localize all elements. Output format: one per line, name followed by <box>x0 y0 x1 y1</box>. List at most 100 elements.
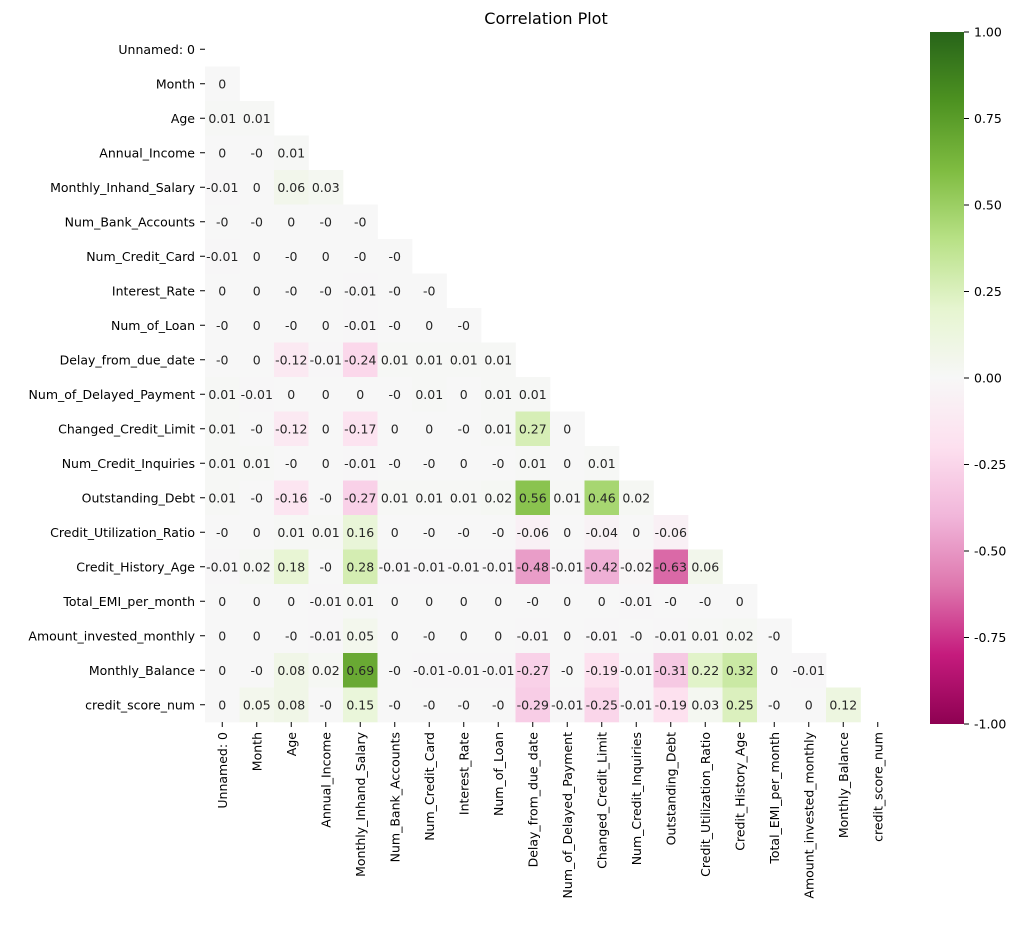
heatmap-cell <box>515 584 551 619</box>
heatmap-cell-label: 0 <box>322 318 330 333</box>
heatmap-cell <box>308 653 344 688</box>
heatmap-cell-label: -0 <box>630 628 643 643</box>
heatmap-cell-label: 0 <box>218 145 226 160</box>
heatmap-cell <box>550 653 585 688</box>
heatmap-cell <box>274 687 309 723</box>
heatmap-cell-label: -0 <box>285 283 298 298</box>
heatmap-cell <box>481 411 516 447</box>
heatmap-cell-label: 0 <box>322 387 330 402</box>
heatmap-cell <box>274 377 309 412</box>
x-axis-tick-label: Age <box>284 732 299 756</box>
heatmap-cell <box>274 273 309 309</box>
heatmap-cell <box>688 653 723 688</box>
heatmap-cell-label: -0.48 <box>517 559 549 574</box>
heatmap-cell-label: -0.01 <box>241 387 273 402</box>
heatmap-cell-label: 0 <box>287 387 295 402</box>
x-axis-tick-label: Monthly_Inhand_Salary <box>353 731 368 876</box>
heatmap-cell-label: -0 <box>216 318 229 333</box>
heatmap-cell <box>343 342 378 378</box>
colorbar-gradient <box>930 32 964 724</box>
heatmap-cell <box>653 515 689 550</box>
x-axis-tick-label: Monthly_Balance <box>836 732 851 838</box>
heatmap-cell <box>619 584 654 619</box>
heatmap-cell-label: -0 <box>458 318 471 333</box>
heatmap-cells: 00.01 0.010 -0 0.01-0.01 0 0.06 0.03-0 -0 0 -0 -0-… <box>205 66 861 723</box>
heatmap-cell <box>239 515 275 550</box>
heatmap-cell <box>205 66 240 102</box>
heatmap-cell <box>274 584 309 619</box>
heatmap-cell-label: -0.01 <box>448 663 480 678</box>
heatmap-cell-label: -0.42 <box>586 559 618 574</box>
heatmap-cell-label: -0 <box>389 249 402 264</box>
colorbar-tick-label: -1.00 <box>974 717 1006 732</box>
y-axis-tick-labels: Unnamed: 0 Month Age Annual_Income Monthly_I… <box>28 42 205 712</box>
heatmap-cell <box>481 342 516 378</box>
heatmap-cell <box>584 549 620 585</box>
y-axis-tick-label: Credit_Utilization_Ratio <box>50 525 195 540</box>
heatmap-cell <box>205 515 240 550</box>
heatmap-cell-label: 0.01 <box>208 111 236 126</box>
heatmap-cell-label: 0.01 <box>312 525 340 540</box>
heatmap-cell <box>412 342 447 378</box>
heatmap-cell <box>515 446 551 481</box>
heatmap-cell-label: 0 <box>391 525 399 540</box>
heatmap-cell <box>515 687 551 723</box>
chart-title: Correlation Plot <box>484 9 607 28</box>
heatmap-cell-label: -0 <box>527 594 540 609</box>
heatmap-cell <box>239 204 275 240</box>
colorbar-tick-label: 1.00 <box>974 25 1002 40</box>
colorbar: 1.00 0.75 0.50 0.25 0.00 -0.25 -0.50 -0.75 -1.00 <box>930 25 1006 732</box>
heatmap-cell <box>722 618 758 654</box>
heatmap-cell-label: -0.01 <box>413 663 445 678</box>
heatmap-cell <box>550 687 585 723</box>
heatmap-cell <box>481 584 516 619</box>
heatmap-cell-label: 0.01 <box>208 421 236 436</box>
heatmap-cell <box>757 618 792 654</box>
heatmap-cell <box>239 411 275 447</box>
heatmap-cell-label: -0.01 <box>344 318 376 333</box>
heatmap-cell <box>239 618 275 654</box>
heatmap-cell <box>274 618 309 654</box>
heatmap-cell <box>343 377 378 412</box>
heatmap-cell-label: 0.01 <box>243 111 271 126</box>
heatmap-cell <box>446 687 482 723</box>
heatmap-cell <box>481 515 516 550</box>
heatmap-cell <box>446 480 482 516</box>
heatmap-cell <box>515 377 551 412</box>
heatmap-cell-label: -0 <box>285 249 298 264</box>
heatmap-cell <box>377 549 413 585</box>
heatmap-cell-label: 0 <box>460 387 468 402</box>
heatmap-cell-label: 0.01 <box>381 352 409 367</box>
x-axis-tick-labels: Unnamed: 0 Month Age Annual_Income Monthly_I… <box>215 722 885 899</box>
x-axis-tick-label: Month <box>249 732 264 771</box>
x-axis-tick-label: Changed_Credit_Limit <box>594 732 609 869</box>
heatmap-cell <box>584 584 620 619</box>
heatmap-cell <box>343 653 378 688</box>
colorbar-tick-label: 0.00 <box>974 371 1002 386</box>
heatmap-cell-label: 0 <box>563 594 571 609</box>
heatmap-cell <box>308 446 344 481</box>
heatmap-cell <box>550 618 585 654</box>
heatmap-cell <box>308 204 344 240</box>
heatmap-cell <box>722 584 758 619</box>
heatmap-cell <box>412 584 447 619</box>
heatmap-cell <box>377 377 413 412</box>
heatmap-cell-label: -0.01 <box>482 663 514 678</box>
heatmap-cell-label: -0 <box>285 456 298 471</box>
heatmap-cell-label: 0.01 <box>450 490 478 505</box>
y-axis-tick-label: Amount_invested_monthly <box>28 628 195 643</box>
heatmap-cell <box>688 549 723 585</box>
heatmap-cell-label: -0 <box>492 456 505 471</box>
heatmap-cell <box>205 653 240 688</box>
heatmap-cell <box>308 170 344 205</box>
heatmap-cell-label: 0 <box>218 76 226 91</box>
x-axis-tick-label: Num_of_Loan <box>491 732 506 816</box>
heatmap-cell <box>239 377 275 412</box>
heatmap-cell-label: -0 <box>216 214 229 229</box>
x-axis-tick-label: Annual_Income <box>318 732 333 828</box>
heatmap-cell <box>308 377 344 412</box>
heatmap-cell-label: -0 <box>320 697 333 712</box>
heatmap-cell <box>619 549 654 585</box>
heatmap-cell <box>446 549 482 585</box>
heatmap-cell-label: 0.15 <box>346 697 374 712</box>
